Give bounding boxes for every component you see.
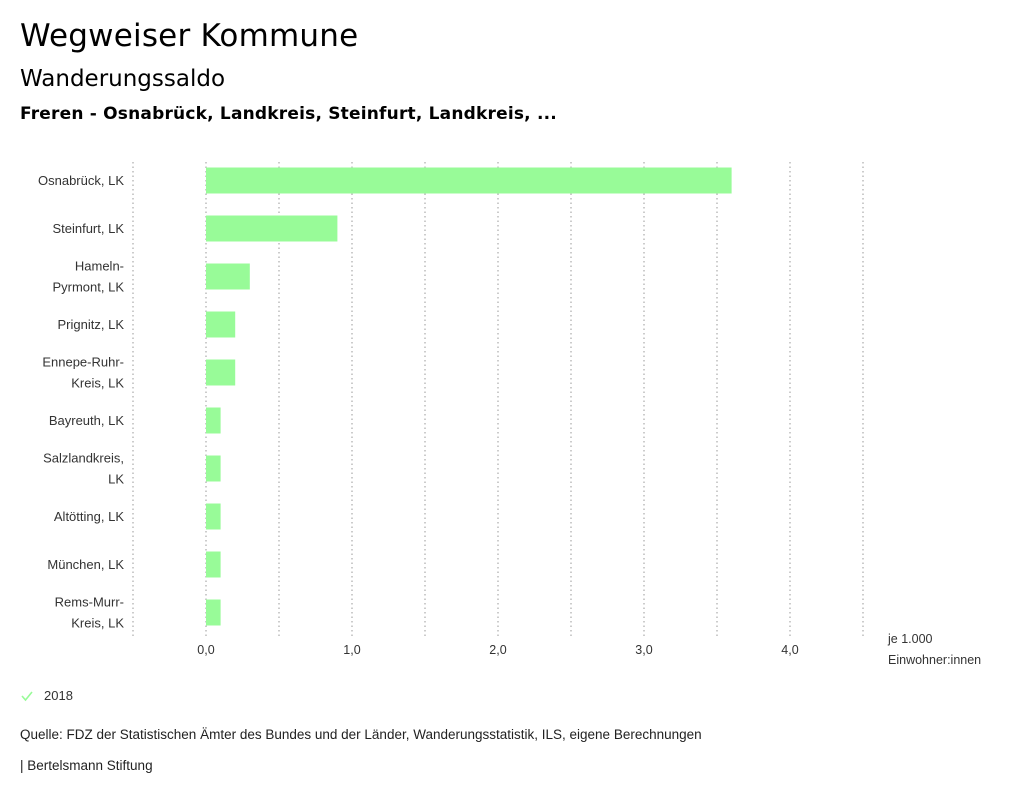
bar[interactable] (206, 215, 338, 242)
bar[interactable] (206, 599, 221, 626)
page-title: Wegweiser Kommune (20, 18, 359, 54)
category-label: Ennepe-Ruhr- (42, 355, 124, 370)
category-label: München, LK (47, 557, 124, 572)
category-label: Salzlandkreis, (43, 451, 124, 466)
bar[interactable] (206, 407, 221, 434)
bar[interactable] (206, 503, 221, 530)
legend[interactable]: 2018 (20, 688, 73, 703)
region-label: Freren - Osnabrück, Landkreis, Steinfurt… (20, 104, 557, 124)
category-label: Steinfurt, LK (52, 221, 124, 236)
organization-text: | Bertelsmann Stiftung (20, 758, 153, 773)
category-label: Altötting, LK (54, 509, 124, 524)
check-icon (21, 690, 33, 701)
bar[interactable] (206, 359, 236, 386)
bar-layer (206, 167, 732, 626)
category-label: LK (108, 472, 124, 487)
x-tick-label: 1,0 (343, 643, 360, 657)
x-tick-label: 4,0 (781, 643, 798, 657)
bar-chart: Osnabrück, LK Steinfurt, LK Hameln- Pyrmont… (38, 162, 981, 667)
source-text: Quelle: FDZ der Statistischen Ämter des … (20, 727, 702, 742)
category-label: Prignitz, LK (58, 317, 125, 332)
legend-series-label: 2018 (44, 688, 73, 703)
bar[interactable] (206, 551, 221, 578)
x-tick-label: 3,0 (635, 643, 652, 657)
unit-label: Einwohner:innen (888, 653, 981, 667)
x-tick-layer: 0,0 1,0 2,0 3,0 4,0 (197, 643, 798, 657)
x-tick-label: 0,0 (197, 643, 214, 657)
category-label: Bayreuth, LK (49, 413, 124, 428)
unit-label: je 1.000 (887, 632, 933, 646)
unit-label-layer: je 1.000 Einwohner:innen (887, 632, 981, 667)
category-label: Pyrmont, LK (52, 280, 124, 295)
x-tick-label: 2,0 (489, 643, 506, 657)
category-label: Kreis, LK (71, 616, 124, 631)
category-label: Hameln- (75, 259, 124, 274)
category-label-layer: Osnabrück, LK Steinfurt, LK Hameln- Pyrmont… (38, 173, 124, 631)
bar[interactable] (206, 455, 221, 482)
category-label: Osnabrück, LK (38, 173, 124, 188)
category-label: Kreis, LK (71, 376, 124, 391)
page-subtitle: Wanderungssaldo (20, 66, 226, 92)
bar[interactable] (206, 311, 236, 338)
bar[interactable] (206, 167, 732, 194)
category-label: Rems-Murr- (55, 595, 124, 610)
bar[interactable] (206, 263, 250, 290)
